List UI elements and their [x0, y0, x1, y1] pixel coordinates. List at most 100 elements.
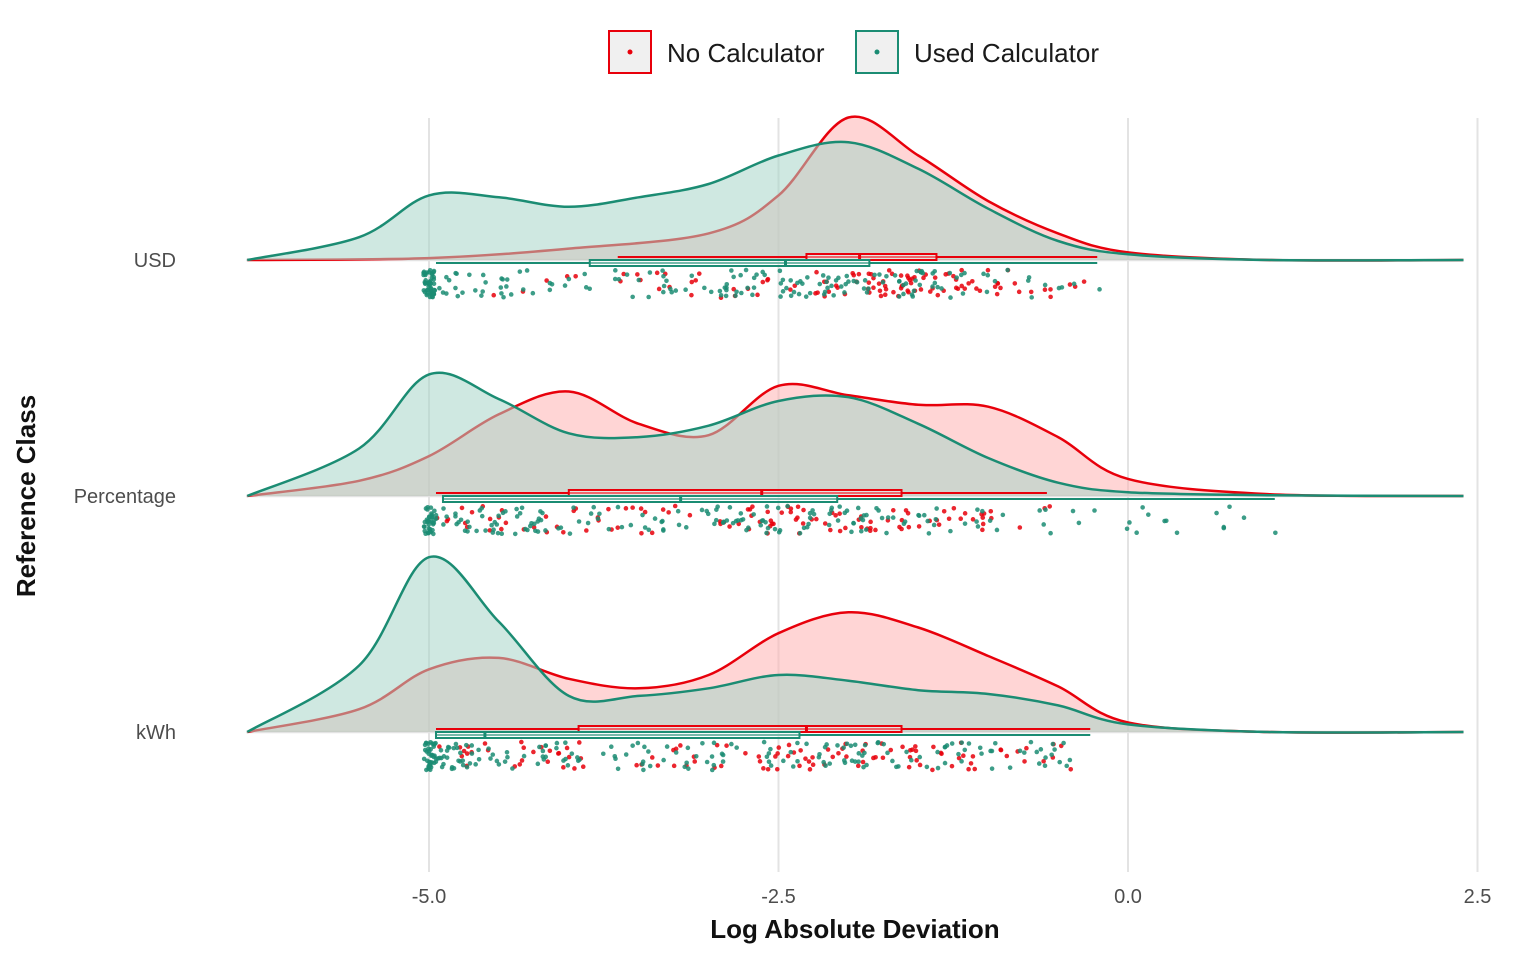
point-used-calculator-kwh — [456, 758, 461, 764]
point-used-calculator-kwh — [1043, 755, 1048, 760]
point-used-calculator-usd — [795, 280, 800, 286]
point-no-calculator-percentage — [769, 521, 775, 527]
point-used-calculator-usd — [1005, 267, 1010, 273]
point-used-calculator-percentage — [1163, 518, 1169, 524]
point-no-calculator-usd — [882, 292, 888, 298]
point-used-calculator-percentage — [926, 531, 932, 536]
point-used-calculator-percentage — [1076, 520, 1082, 526]
point-used-calculator-kwh — [823, 763, 828, 769]
point-no-calculator-percentage — [980, 527, 985, 533]
point-used-calculator-kwh — [827, 761, 833, 766]
point-no-calculator-percentage — [666, 510, 671, 515]
point-no-calculator-kwh — [561, 765, 566, 770]
point-used-calculator-percentage — [921, 512, 927, 518]
point-used-calculator-usd — [508, 292, 514, 297]
point-no-calculator-kwh — [785, 753, 791, 759]
point-used-calculator-kwh — [1061, 740, 1066, 746]
point-no-calculator-kwh — [547, 748, 553, 754]
point-used-calculator-percentage — [934, 506, 939, 511]
point-used-calculator-percentage — [842, 510, 848, 516]
point-used-calculator-percentage — [525, 527, 530, 533]
point-used-calculator-percentage — [884, 530, 889, 536]
point-used-calculator-usd — [733, 293, 738, 299]
point-no-calculator-kwh — [743, 750, 748, 756]
legend-item-used-calculator: Used Calculator — [855, 30, 1099, 74]
point-no-calculator-usd — [959, 267, 964, 273]
point-used-calculator-usd — [582, 271, 588, 277]
box-used-calculator-percentage — [441, 495, 839, 503]
point-used-calculator-usd — [428, 285, 434, 291]
point-no-calculator-usd — [1048, 294, 1053, 300]
point-used-calculator-usd — [751, 275, 757, 281]
point-used-calculator-percentage — [901, 521, 907, 527]
y-tick-label-kwh: kWh — [136, 722, 176, 744]
point-used-calculator-kwh — [421, 756, 427, 762]
point-used-calculator-kwh — [711, 740, 717, 746]
point-used-calculator-percentage — [538, 509, 543, 514]
point-used-calculator-usd — [796, 291, 802, 297]
point-used-calculator-percentage — [585, 520, 591, 526]
x-tick-label-3: 2.5 — [1464, 886, 1492, 908]
point-used-calculator-percentage — [591, 504, 597, 510]
point-used-calculator-percentage — [425, 507, 430, 512]
point-no-calculator-kwh — [756, 754, 762, 759]
point-used-calculator-percentage — [659, 519, 664, 525]
point-used-calculator-percentage — [712, 521, 717, 527]
point-used-calculator-usd — [1026, 275, 1032, 280]
point-used-calculator-usd — [984, 289, 990, 295]
point-no-calculator-usd — [1016, 289, 1022, 295]
point-used-calculator-percentage — [1214, 510, 1219, 516]
point-used-calculator-kwh — [856, 759, 861, 764]
point-used-calculator-usd — [1042, 282, 1048, 288]
point-used-calculator-kwh — [856, 751, 862, 756]
point-used-calculator-percentage — [864, 512, 869, 518]
point-no-calculator-usd — [953, 285, 959, 291]
point-no-calculator-usd — [898, 286, 904, 291]
point-used-calculator-percentage — [704, 508, 710, 514]
point-used-calculator-percentage — [746, 525, 751, 531]
point-used-calculator-kwh — [537, 744, 542, 750]
point-used-calculator-percentage — [1092, 508, 1097, 513]
point-no-calculator-kwh — [906, 764, 912, 770]
point-used-calculator-kwh — [433, 756, 439, 761]
point-used-calculator-percentage — [427, 529, 433, 534]
point-used-calculator-percentage — [849, 529, 854, 535]
point-used-calculator-usd — [731, 274, 736, 280]
point-used-calculator-kwh — [804, 741, 809, 747]
point-no-calculator-kwh — [757, 759, 763, 764]
point-no-calculator-percentage — [828, 527, 833, 533]
point-used-calculator-kwh — [1052, 747, 1057, 752]
point-no-calculator-kwh — [786, 742, 792, 748]
point-used-calculator-percentage — [925, 518, 931, 524]
point-used-calculator-usd — [843, 281, 849, 287]
point-used-calculator-usd — [624, 272, 630, 277]
point-used-calculator-percentage — [517, 511, 523, 516]
point-used-calculator-percentage — [837, 504, 842, 509]
point-used-calculator-kwh — [904, 749, 909, 755]
point-used-calculator-kwh — [437, 755, 442, 761]
point-no-calculator-usd — [1042, 287, 1048, 293]
point-no-calculator-kwh — [655, 763, 661, 768]
point-used-calculator-usd — [547, 287, 553, 293]
box-used-calculator-usd — [588, 259, 871, 267]
point-no-calculator-percentage — [980, 521, 986, 527]
point-used-calculator-percentage — [751, 512, 756, 517]
point-used-calculator-percentage — [777, 528, 783, 533]
point-used-calculator-usd — [664, 278, 669, 284]
density-line-used-calculator-percentage — [246, 371, 1464, 498]
point-used-calculator-usd — [630, 294, 635, 300]
point-used-calculator-usd — [566, 276, 572, 282]
density-layer — [246, 115, 1464, 734]
point-used-calculator-percentage — [571, 505, 576, 510]
point-used-calculator-percentage — [467, 524, 472, 530]
point-no-calculator-kwh — [913, 748, 919, 754]
point-used-calculator-kwh — [768, 746, 773, 752]
point-used-calculator-percentage — [675, 508, 681, 514]
point-no-calculator-percentage — [615, 525, 621, 530]
point-used-calculator-percentage — [558, 525, 564, 530]
point-used-calculator-kwh — [822, 744, 828, 750]
point-no-calculator-usd — [921, 275, 926, 281]
point-no-calculator-kwh — [956, 755, 962, 761]
point-used-calculator-usd — [825, 285, 830, 291]
point-used-calculator-percentage — [775, 505, 781, 511]
